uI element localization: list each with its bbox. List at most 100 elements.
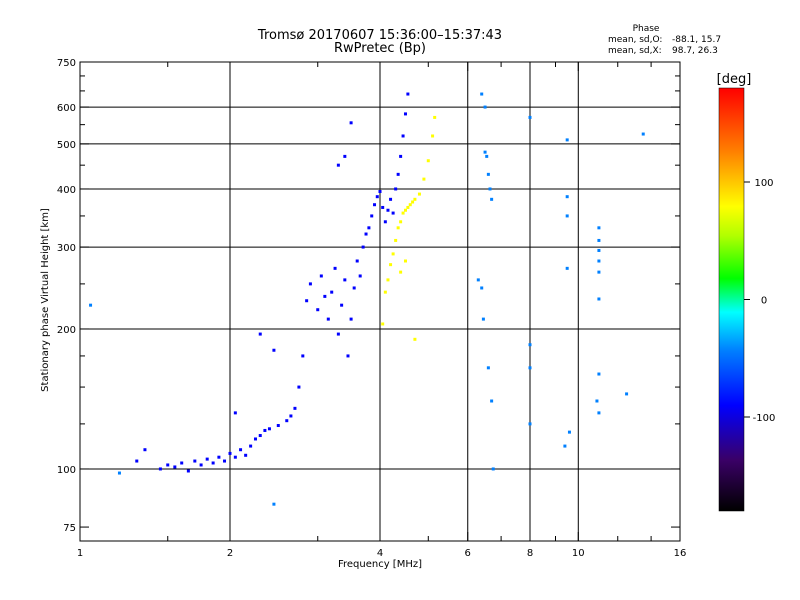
data-point xyxy=(431,134,435,138)
data-point xyxy=(597,411,601,415)
data-point xyxy=(641,132,645,136)
data-point xyxy=(491,467,495,471)
y-tick-label: 75 xyxy=(63,523,76,534)
data-point xyxy=(367,226,371,230)
data-point xyxy=(597,238,601,242)
chart-title: Tromsø 20170607 15:36:00–15:37:43 xyxy=(257,28,502,43)
data-point xyxy=(244,453,248,457)
data-point xyxy=(352,286,356,290)
data-point xyxy=(625,392,629,396)
data-point xyxy=(258,434,262,438)
data-point xyxy=(483,150,487,154)
data-point xyxy=(272,502,276,506)
data-point xyxy=(343,278,347,282)
data-point xyxy=(481,317,485,321)
data-point xyxy=(316,308,320,312)
data-point xyxy=(486,366,490,370)
y-tick-label: 500 xyxy=(57,140,76,151)
data-point xyxy=(343,154,347,158)
data-point xyxy=(408,203,412,207)
data-point xyxy=(490,197,494,201)
data-point xyxy=(193,459,197,463)
data-point xyxy=(381,322,385,326)
data-point xyxy=(364,232,368,236)
data-point xyxy=(233,411,237,415)
chart-subtitle: RwPretec (Bp) xyxy=(334,41,426,56)
data-point xyxy=(389,263,393,267)
colorbar-ticks: 100 0 -100 xyxy=(744,178,775,424)
data-point xyxy=(403,112,407,116)
colorbar-gradient xyxy=(718,87,745,512)
data-point xyxy=(483,105,487,109)
data-point xyxy=(378,190,382,194)
data-point xyxy=(340,303,344,307)
data-point xyxy=(401,134,405,138)
data-point xyxy=(249,444,253,448)
data-point xyxy=(297,385,301,389)
y-tick-label: 750 xyxy=(57,58,76,69)
data-point xyxy=(528,422,532,426)
data-point xyxy=(272,348,276,352)
x-axis-label: Frequency [MHz] xyxy=(338,559,422,570)
colorbar-unit: [deg] xyxy=(717,72,752,87)
data-point xyxy=(565,138,569,142)
data-point xyxy=(476,278,480,282)
data-point xyxy=(563,444,567,448)
data-point xyxy=(565,214,569,218)
x-tick-label: 6 xyxy=(465,548,471,559)
data-point xyxy=(258,332,262,336)
data-point xyxy=(326,317,330,321)
x-tick-label: 4 xyxy=(377,548,383,559)
data-point xyxy=(330,290,334,294)
data-points xyxy=(89,92,645,506)
data-point xyxy=(403,208,407,212)
stats-o-label: mean, sd,O: xyxy=(608,35,662,45)
data-point xyxy=(305,299,309,303)
data-point xyxy=(528,343,532,347)
y-tick-label: 400 xyxy=(57,185,76,196)
data-point xyxy=(597,270,601,274)
data-point xyxy=(373,203,377,207)
data-point xyxy=(597,226,601,230)
data-point xyxy=(595,399,599,403)
data-point xyxy=(199,463,203,467)
colorbar: [deg] 100 0 -100 xyxy=(717,72,775,512)
data-point xyxy=(528,115,532,119)
data-point xyxy=(180,461,184,465)
colorbar-tick-label: 0 xyxy=(761,296,767,307)
stats-title: Phase xyxy=(633,24,660,34)
data-point xyxy=(211,461,215,465)
y-tick-label: 300 xyxy=(57,243,76,254)
data-point xyxy=(386,278,390,282)
colorbar-tick-label: 100 xyxy=(754,178,773,189)
data-point xyxy=(239,448,243,452)
x-tick-label: 10 xyxy=(572,548,585,559)
data-point xyxy=(223,459,227,463)
data-point xyxy=(413,197,417,201)
data-point xyxy=(276,424,280,428)
data-point xyxy=(480,92,484,96)
data-point xyxy=(394,238,398,242)
data-point xyxy=(399,154,403,158)
data-point xyxy=(267,427,271,431)
data-point xyxy=(597,259,601,263)
data-point xyxy=(361,245,365,249)
data-point xyxy=(308,282,312,286)
data-point xyxy=(488,187,492,191)
data-point xyxy=(396,172,400,176)
data-point xyxy=(349,121,353,125)
data-point xyxy=(399,220,403,224)
stats-x-value: 98.7, 26.3 xyxy=(672,46,718,56)
data-point xyxy=(406,205,410,209)
data-point xyxy=(597,297,601,301)
data-point xyxy=(401,211,405,215)
data-point xyxy=(411,200,415,204)
data-point xyxy=(394,187,398,191)
stats-x-label: mean, sd,X: xyxy=(608,46,662,56)
stats-o-value: -88.1, 15.7 xyxy=(672,35,721,45)
data-point xyxy=(422,177,426,181)
y-tick-label: 600 xyxy=(57,103,76,114)
data-point xyxy=(417,192,421,196)
data-point xyxy=(166,463,170,467)
data-point xyxy=(370,214,374,218)
